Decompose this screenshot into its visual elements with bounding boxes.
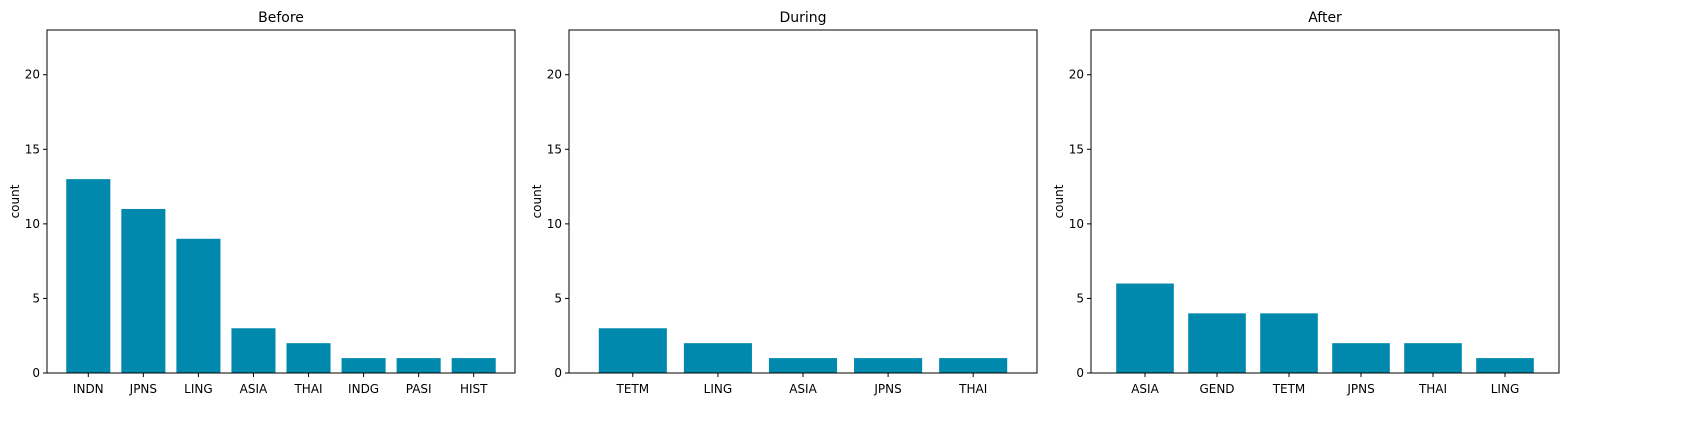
chart-panel-before: Before count 0 5 10 15 20 INDN JPNS LING ASIA THAI I…: [8, 10, 516, 396]
x-tick-label: INDN: [73, 382, 104, 396]
plot-frame: [1090, 29, 1560, 374]
plot-frame: [568, 29, 1038, 374]
bar-gend: [1188, 313, 1246, 373]
x-tick-label: HIST: [460, 382, 488, 396]
x-tick-label: TETM: [1272, 382, 1306, 396]
x-tick-label: INDG: [348, 382, 379, 396]
bar-thai: [939, 358, 1008, 373]
y-tick-label: 5: [1076, 291, 1084, 305]
x-tick-label: ASIA: [789, 382, 817, 396]
x-tick-label: ASIA: [240, 382, 268, 396]
x-tick-label: GEND: [1199, 382, 1234, 396]
y-tick-label: 20: [547, 68, 562, 82]
x-tick-label: THAI: [1418, 382, 1447, 396]
chart-title: During: [779, 10, 826, 26]
x-tick-label: THAI: [293, 382, 322, 396]
y-tick-label: 15: [25, 142, 40, 156]
x-tick-label: ASIA: [1131, 382, 1159, 396]
bar-jpns: [1332, 343, 1390, 373]
chart-panel-after: After count 0 5 10 15 20 ASIA GEND TETM JPNS THAI LI…: [1052, 10, 1560, 396]
y-tick-label: 20: [25, 68, 40, 82]
bar-hist: [451, 358, 496, 373]
y-tick-label: 15: [1069, 142, 1084, 156]
chart-panel-during: During count 0 5 10 15 20 TETM LING ASIA JPNS THAI: [530, 10, 1038, 396]
bar-asia: [231, 328, 276, 373]
bar-ling: [176, 238, 221, 373]
y-tick-label: 5: [554, 291, 562, 305]
y-tick-label: 0: [32, 366, 40, 380]
x-tick-label: JPNS: [129, 382, 157, 396]
bar-ling: [683, 343, 752, 373]
chart-title: Before: [258, 10, 304, 26]
bar-jpns: [854, 358, 923, 373]
chart-title: After: [1308, 10, 1342, 26]
bar-asia: [768, 358, 838, 373]
bar-asia: [1116, 283, 1174, 373]
x-tick-label: LING: [704, 382, 733, 396]
x-tick-label: JPNS: [873, 382, 901, 396]
y-tick-label: 0: [1076, 366, 1084, 380]
y-tick-label: 10: [25, 217, 40, 231]
bar-indn: [66, 179, 111, 373]
bar-jpns: [121, 208, 166, 373]
y-tick-label: 15: [547, 142, 562, 156]
bar-tetm: [1260, 313, 1318, 373]
y-tick-label: 20: [1069, 68, 1084, 82]
plot-frame: [46, 29, 516, 374]
x-tick-label: LING: [1491, 382, 1520, 396]
y-tick-label: 10: [547, 217, 562, 231]
y-axis-label: count: [1052, 184, 1066, 218]
bar-thai: [286, 343, 331, 373]
bar-pasi: [396, 358, 441, 373]
y-tick-label: 0: [554, 366, 562, 380]
x-tick-label: THAI: [958, 382, 987, 396]
bar-thai: [1404, 343, 1462, 373]
y-axis-label: count: [530, 184, 544, 218]
bar-indg: [341, 358, 386, 373]
y-tick-label: 10: [1069, 217, 1084, 231]
bar-tetm: [598, 328, 667, 373]
x-tick-label: TETM: [616, 382, 650, 396]
bar-ling: [1476, 358, 1534, 373]
x-tick-label: JPNS: [1346, 382, 1374, 396]
x-tick-label: LING: [184, 382, 213, 396]
x-tick-label: PASI: [406, 382, 432, 396]
y-tick-label: 5: [32, 291, 40, 305]
y-axis-label: count: [8, 184, 22, 218]
